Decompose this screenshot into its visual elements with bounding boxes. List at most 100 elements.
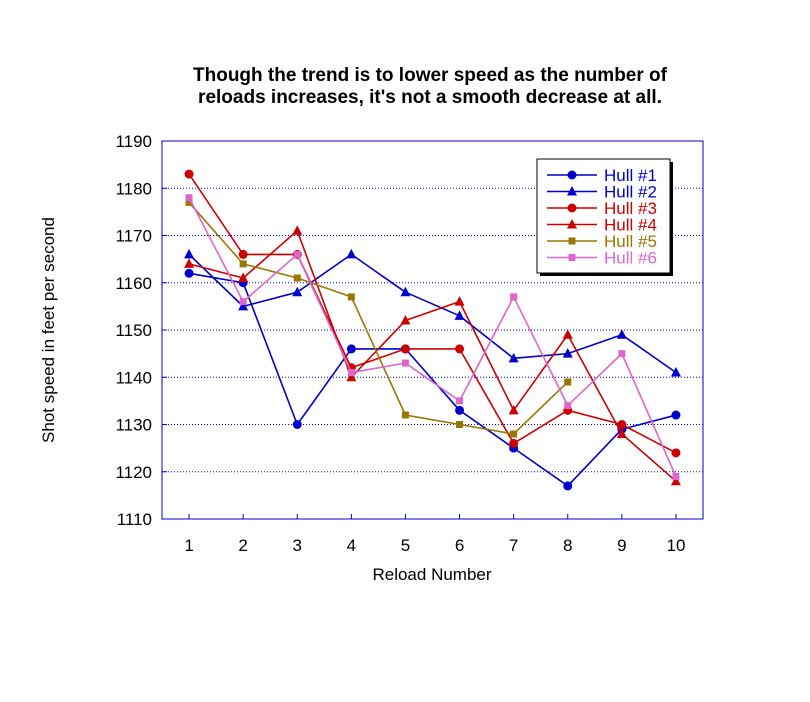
data-point bbox=[347, 293, 355, 301]
series-2 bbox=[184, 248, 681, 377]
y-tick-label: 1120 bbox=[115, 463, 152, 482]
x-axis-label: Reload Number bbox=[372, 565, 491, 584]
y-tick-label: 1130 bbox=[115, 416, 152, 435]
data-point bbox=[292, 286, 303, 297]
series-line bbox=[188, 201, 569, 435]
legend-box bbox=[536, 158, 671, 274]
y-tick-label: 1160 bbox=[115, 274, 152, 293]
data-point bbox=[671, 448, 681, 458]
data-point bbox=[562, 329, 573, 339]
series-line bbox=[188, 253, 677, 374]
data-point bbox=[564, 378, 572, 386]
y-tick-label: 1190 bbox=[115, 132, 152, 151]
data-point bbox=[238, 300, 249, 311]
data-point bbox=[671, 410, 681, 420]
data-point bbox=[238, 272, 249, 283]
data-point bbox=[617, 420, 627, 429]
legend-marker bbox=[567, 186, 577, 196]
data-point bbox=[510, 430, 518, 438]
x-axis-ticks: 1 2 3 4 5 6 7 8 9 10 bbox=[184, 514, 685, 555]
series-5 bbox=[185, 198, 572, 438]
data-point bbox=[346, 344, 356, 354]
data-point bbox=[184, 268, 194, 278]
data-point bbox=[185, 198, 193, 206]
x-tick-label: 4 bbox=[347, 536, 356, 555]
data-point bbox=[292, 420, 302, 429]
data-point bbox=[293, 274, 301, 282]
data-point bbox=[509, 438, 519, 448]
series-line bbox=[188, 272, 677, 487]
data-point bbox=[618, 350, 626, 358]
legend-marker bbox=[567, 170, 577, 180]
data-point bbox=[400, 315, 411, 325]
data-point bbox=[184, 258, 195, 268]
y-tick-label: 1140 bbox=[115, 368, 152, 387]
data-point bbox=[238, 249, 248, 259]
series-layer bbox=[184, 169, 681, 491]
data-point bbox=[508, 352, 519, 363]
data-point bbox=[455, 405, 465, 415]
data-point bbox=[670, 367, 681, 377]
legend-marker bbox=[568, 254, 576, 261]
legend-label: Hull #3 bbox=[604, 199, 657, 218]
x-tick-label: 2 bbox=[238, 536, 247, 555]
x-tick-label: 3 bbox=[293, 536, 302, 555]
data-point bbox=[672, 472, 680, 480]
data-point bbox=[346, 371, 357, 382]
data-point bbox=[400, 286, 411, 297]
data-point bbox=[185, 194, 193, 202]
series-line bbox=[188, 197, 677, 477]
data-point bbox=[456, 421, 464, 428]
legend-label: Hull #1 bbox=[604, 166, 657, 185]
y-axis-ticks: 1110 1120 1130 1140 1150 1160 1170 1180 1190 bbox=[115, 132, 167, 529]
data-point bbox=[347, 369, 355, 377]
x-tick-label: 1 bbox=[184, 536, 193, 555]
data-point bbox=[293, 250, 301, 258]
data-point bbox=[616, 428, 627, 438]
x-tick-label: 8 bbox=[563, 536, 572, 555]
data-point bbox=[562, 348, 573, 358]
legend-marker bbox=[568, 237, 576, 245]
legend-label: Hull #2 bbox=[604, 183, 657, 202]
chart-title-line-2: reloads increases, it's not a smooth dec… bbox=[198, 87, 662, 108]
legend-label: Hull #6 bbox=[604, 249, 657, 268]
data-point bbox=[239, 260, 247, 268]
legend-marker bbox=[567, 203, 577, 213]
chart-title-line-1: Though the trend is to lower speed as th… bbox=[193, 65, 668, 86]
series-4 bbox=[184, 225, 681, 486]
x-tick-label: 9 bbox=[617, 536, 626, 555]
x-tick-label: 5 bbox=[401, 536, 410, 555]
x-tick-label: 7 bbox=[509, 536, 518, 555]
data-point bbox=[184, 169, 194, 179]
x-tick-label: 6 bbox=[455, 536, 464, 555]
legend-label: Hull #4 bbox=[604, 216, 657, 235]
data-point bbox=[564, 402, 572, 410]
y-tick-label: 1180 bbox=[115, 179, 152, 198]
data-point bbox=[400, 344, 410, 354]
y-tick-label: 1150 bbox=[115, 321, 152, 340]
data-point bbox=[455, 344, 465, 354]
y-tick-label: 1110 bbox=[117, 510, 152, 529]
data-point bbox=[508, 404, 519, 415]
data-point bbox=[292, 225, 303, 235]
y-axis-label: Shot speed in feet per second bbox=[39, 217, 58, 443]
data-point bbox=[454, 310, 465, 320]
data-point bbox=[616, 329, 627, 339]
data-point bbox=[401, 411, 409, 419]
data-point bbox=[401, 359, 409, 367]
series-line bbox=[188, 229, 677, 482]
data-point bbox=[456, 397, 464, 405]
data-point bbox=[510, 293, 518, 301]
data-point bbox=[184, 248, 195, 259]
y-tick-label: 1170 bbox=[115, 227, 152, 246]
x-tick-label: 10 bbox=[666, 536, 685, 555]
series-6 bbox=[185, 194, 680, 480]
data-point bbox=[563, 481, 573, 491]
legend-label: Hull #5 bbox=[604, 232, 657, 251]
data-point bbox=[239, 298, 247, 306]
data-point bbox=[670, 475, 681, 486]
legend-marker bbox=[567, 219, 577, 229]
gridlines bbox=[162, 187, 703, 473]
